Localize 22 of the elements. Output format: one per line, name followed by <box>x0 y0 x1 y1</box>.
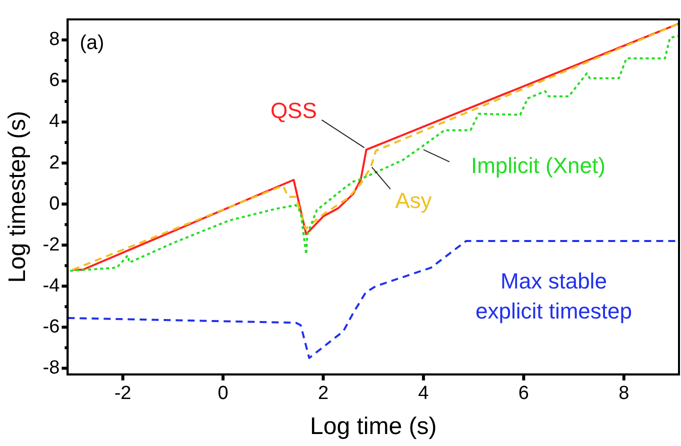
y-tick-label: -2 <box>42 234 60 256</box>
x-tick-label: 2 <box>318 383 329 404</box>
y-tick-label: 8 <box>49 29 60 50</box>
annotation: (a) <box>80 32 104 54</box>
y-tick-label: -8 <box>42 357 60 378</box>
text: QSS <box>270 98 317 123</box>
y-tick-label: 2 <box>49 152 60 174</box>
y-tick-label: 0 <box>49 193 60 214</box>
y-tick-label: -6 <box>42 316 60 338</box>
y-tick-label: 6 <box>49 70 60 92</box>
series-label: Implicit (Xnet) <box>470 153 606 178</box>
x-tick-label: 8 <box>618 383 630 404</box>
y-tick-label: -4 <box>42 275 60 296</box>
y-axis-title: Log timestep (s) <box>4 110 32 283</box>
x-tick-label: 0 <box>218 383 228 404</box>
x-tick-label: 4 <box>418 383 430 404</box>
y-tick-label: 4 <box>49 111 60 132</box>
x-tick-label: -2 <box>114 383 132 404</box>
series-label: Max stable explicit timestep <box>475 268 632 324</box>
x-tick-label: 6 <box>518 383 529 404</box>
series-label: Asy <box>395 188 432 214</box>
x-axis-title: Log time (s) <box>310 413 437 440</box>
